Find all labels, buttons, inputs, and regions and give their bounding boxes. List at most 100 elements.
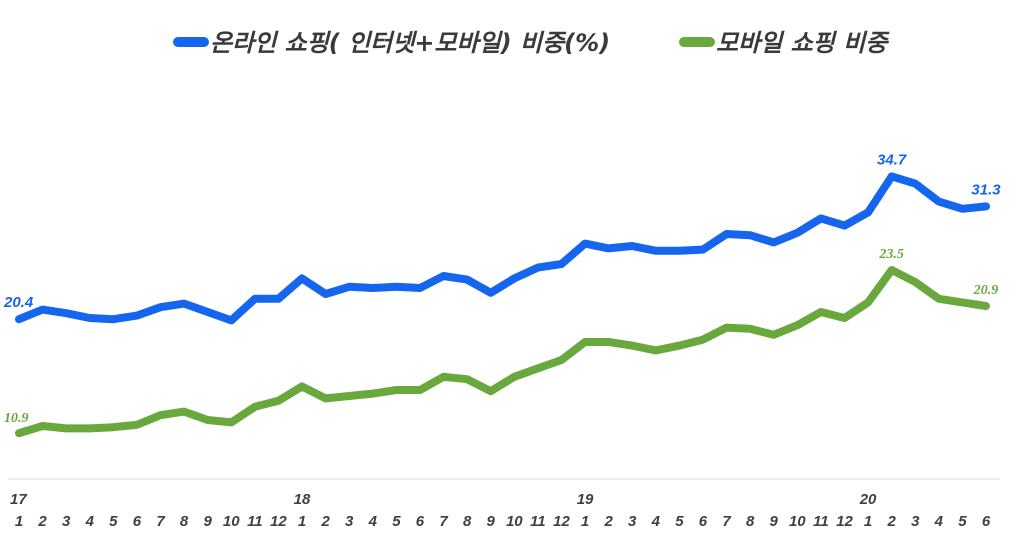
data-point-mobile [678,345,680,347]
data-point-online [537,267,539,269]
x-tick-month: 9 [770,513,779,530]
x-tick-month: 2 [37,513,47,530]
data-point-online [584,243,586,245]
data-point-online [183,303,185,305]
x-tick-month: 3 [911,513,920,530]
x-tick-month: 12 [553,513,570,530]
data-point-mobile [277,400,279,402]
data-point-online [160,306,161,308]
data-point-mobile [254,406,256,408]
data-point-mobile [136,424,138,426]
data-point-online [230,319,232,321]
data-point-online [443,275,444,277]
data-point-online [773,241,775,243]
x-tick-month: 11 [813,513,829,530]
legend-label-mobile: 모바일 쇼핑 비중 [716,29,890,57]
data-point-mobile [490,390,492,392]
data-point-online [749,234,751,236]
data-point-mobile [702,339,704,341]
data-point-mobile [773,334,775,336]
data-point-online [796,232,798,234]
x-tick-month: 7 [156,513,165,530]
x-tick-month: 10 [506,513,523,530]
x-tick-year: 20 [859,491,877,508]
data-point-online [277,298,279,300]
data-point-mobile [844,317,845,319]
x-tick-month: 6 [982,513,991,530]
data-point-mobile [466,378,468,380]
data-point-online [844,225,845,227]
data-point-mobile [961,301,963,303]
x-tick-month: 12 [836,513,853,530]
legend: 온라인 쇼핑( 인터넷+모바일) 비중(%) 모바일 쇼핑 비중 [173,29,890,57]
x-tick-month: 7 [722,513,731,530]
x-tick-month: 7 [439,513,448,530]
data-point-mobile [183,411,185,413]
x-axis-ticks: 1 2 3 4 5 6 7 8 9 10 11 12 1 2 3 4 5 6 7 8 9 10 11 12 1 2 3 4 5 6 7 8 9 1… [10,491,991,530]
data-point-online [112,318,114,320]
data-point-mobile [584,341,586,343]
data-point-online [254,298,256,300]
data-point-mobile [891,269,893,271]
data-point-online [89,317,91,319]
x-tick-month: 1 [15,513,23,530]
data-point-online [867,211,869,213]
data-point-mobile [938,298,940,300]
data-label-online: 20.4 [3,294,34,311]
data-point-online [301,277,303,279]
data-point-online [726,233,728,235]
x-tick-month: 4 [85,513,95,530]
x-tick-month: 5 [392,513,401,530]
x-tick-month: 6 [133,513,142,530]
data-label-online: 31.3 [971,181,1001,198]
data-point-mobile [325,397,327,399]
data-point-online [631,245,633,247]
data-point-mobile [395,389,397,391]
data-point-online [985,205,987,207]
data-point-mobile [419,389,421,391]
data-point-online [136,315,138,317]
data-label-online: 34.7 [877,151,907,168]
x-tick-month: 8 [180,513,189,530]
data-point-mobile [796,324,798,326]
data-point-mobile [749,328,751,330]
x-tick-month: 11 [530,513,546,530]
data-point-mobile [561,359,562,361]
x-tick-year: 18 [294,491,311,508]
x-tick-month: 2 [603,513,613,530]
x-tick-month: 9 [204,513,213,530]
data-point-mobile [301,385,303,387]
series-line-mobile [15,266,990,438]
data-point-online [914,183,916,185]
x-tick-month: 5 [109,513,118,530]
data-point-mobile [631,345,633,347]
data-point-online [655,250,657,252]
data-point-mobile [513,376,515,378]
x-tick-month: 2 [320,513,330,530]
data-point-mobile [820,311,822,313]
x-tick-month: 3 [62,513,71,530]
legend-label-online: 온라인 쇼핑( 인터넷+모바일) 비중(%) [210,29,610,57]
data-point-mobile [230,421,232,423]
data-point-online [65,312,67,314]
data-point-online [608,247,610,249]
data-point-online [18,318,20,320]
data-point-mobile [655,349,657,351]
data-point-mobile [867,301,869,303]
x-tick-month: 1 [864,513,872,530]
data-point-online [702,249,704,251]
x-tick-month: 11 [247,513,263,530]
data-point-mobile [443,376,444,378]
data-point-online [348,286,350,288]
x-tick-month: 2 [886,513,896,530]
data-point-online [372,287,374,289]
x-tick-month: 6 [416,513,425,530]
data-point-online [466,279,468,281]
x-tick-month: 12 [270,513,287,530]
x-tick-month: 8 [463,513,472,530]
data-point-online [820,217,822,219]
x-tick-month: 4 [368,513,378,530]
series-line-online [15,172,990,325]
data-label-mobile: 10.9 [4,411,29,426]
